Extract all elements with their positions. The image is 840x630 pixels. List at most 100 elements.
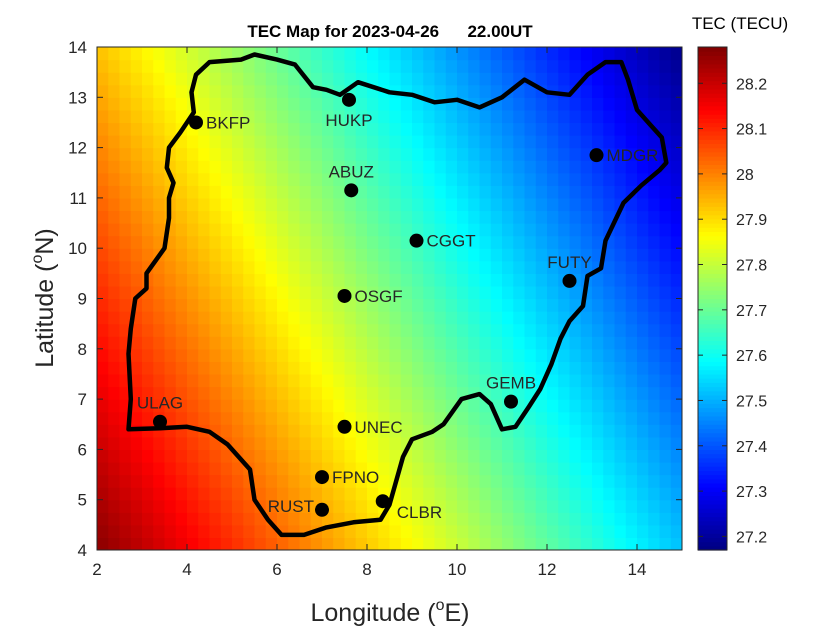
heatmap-cell	[243, 210, 256, 224]
heatmap-cell	[254, 524, 267, 539]
heatmap-cell	[232, 59, 244, 73]
heatmap-cell	[625, 59, 638, 73]
heatmap-cell	[569, 449, 582, 463]
heatmap-cell	[659, 499, 672, 513]
heatmap-cell	[513, 537, 526, 550]
heatmap-cell	[310, 109, 323, 124]
heatmap-cell	[310, 285, 323, 300]
heatmap-cell	[198, 84, 211, 98]
heatmap-cell	[513, 399, 526, 413]
heatmap-cell	[322, 122, 334, 136]
heatmap-cell	[389, 424, 402, 438]
heatmap-cell	[288, 399, 301, 413]
heatmap-cell	[580, 197, 593, 212]
heatmap-cell	[614, 323, 627, 337]
heatmap-cell	[175, 72, 188, 86]
heatmap-cell	[130, 474, 143, 488]
heatmap-cell	[659, 386, 672, 400]
heatmap-cell	[344, 197, 357, 212]
heatmap-cell	[232, 109, 244, 124]
heatmap-cell	[490, 436, 503, 450]
heatmap-cell	[232, 97, 244, 111]
heatmap-cell	[535, 399, 548, 413]
heatmap-cell	[502, 248, 514, 262]
heatmap-cell	[164, 248, 177, 262]
heatmap-cell	[232, 373, 244, 388]
heatmap-cell	[659, 248, 672, 262]
heatmap-cell	[513, 524, 526, 539]
heatmap-cell	[367, 59, 379, 73]
heatmap-cell	[153, 135, 166, 149]
heatmap-cell	[153, 210, 166, 224]
heatmap-cell	[670, 373, 682, 388]
colorbar-segment	[698, 399, 727, 404]
heatmap-cell	[592, 122, 604, 136]
station-label: RUST	[268, 497, 314, 516]
heatmap-cell	[513, 373, 526, 388]
heatmap-cell	[108, 411, 121, 425]
heatmap-cell	[265, 386, 278, 400]
heatmap-cell	[209, 373, 222, 388]
station-ulag: ULAG	[137, 394, 183, 429]
heatmap-cell	[367, 210, 379, 224]
heatmap-cell	[625, 399, 638, 413]
heatmap-cell	[670, 248, 682, 262]
heatmap-cell	[603, 47, 616, 61]
heatmap-cell	[310, 424, 323, 438]
heatmap-cell	[265, 336, 278, 350]
heatmap-cell	[547, 260, 559, 274]
heatmap-cell	[209, 223, 222, 237]
heatmap-cell	[648, 311, 661, 325]
heatmap-cell	[468, 59, 481, 73]
heatmap-cell	[220, 185, 233, 199]
heatmap-cell	[299, 323, 312, 337]
heatmap-cell	[299, 235, 312, 249]
heatmap-cell	[175, 386, 188, 400]
heatmap-cell	[592, 72, 604, 86]
heatmap-cell	[389, 160, 402, 174]
heatmap-cell	[434, 260, 447, 274]
heatmap-cell	[97, 474, 109, 488]
heatmap-cell	[175, 336, 188, 350]
station-label: OSGF	[355, 287, 403, 306]
heatmap-cell	[637, 135, 649, 149]
heatmap-cell	[97, 298, 109, 312]
heatmap-cell	[659, 59, 672, 73]
heatmap-cell	[490, 361, 503, 375]
heatmap-cell	[637, 524, 649, 539]
heatmap-cell	[108, 248, 121, 262]
heatmap-cell	[322, 311, 334, 325]
heatmap-cell	[580, 97, 593, 111]
heatmap-cell	[367, 474, 379, 488]
heatmap-cell	[445, 273, 458, 287]
heatmap-cell	[400, 373, 413, 388]
heatmap-cell	[333, 524, 346, 539]
heatmap-cell	[592, 197, 604, 212]
heatmap-cell	[637, 436, 649, 450]
heatmap-cell	[277, 524, 289, 539]
heatmap-cell	[592, 461, 604, 476]
heatmap-cell	[434, 348, 447, 362]
heatmap-cell	[423, 135, 436, 149]
heatmap-cell	[479, 160, 492, 174]
heatmap-cell	[457, 386, 469, 400]
heatmap-cell	[603, 461, 616, 476]
heatmap-cell	[547, 235, 559, 249]
heatmap-cell	[434, 72, 447, 86]
heatmap-cell	[490, 461, 503, 476]
heatmap-cell	[277, 411, 289, 425]
colorbar-segment	[698, 319, 727, 325]
heatmap-cell	[502, 348, 514, 362]
heatmap-cell	[558, 336, 571, 350]
heatmap-cell	[119, 386, 132, 400]
heatmap-cell	[97, 311, 109, 325]
heatmap-cell	[119, 172, 132, 186]
heatmap-cell	[119, 197, 132, 212]
colorbar-segment	[698, 294, 727, 300]
heatmap-cell	[254, 373, 267, 388]
heatmap-cell	[535, 122, 548, 136]
heatmap-cell	[412, 512, 424, 526]
heatmap-cell	[535, 487, 548, 501]
heatmap-cell	[243, 449, 256, 463]
